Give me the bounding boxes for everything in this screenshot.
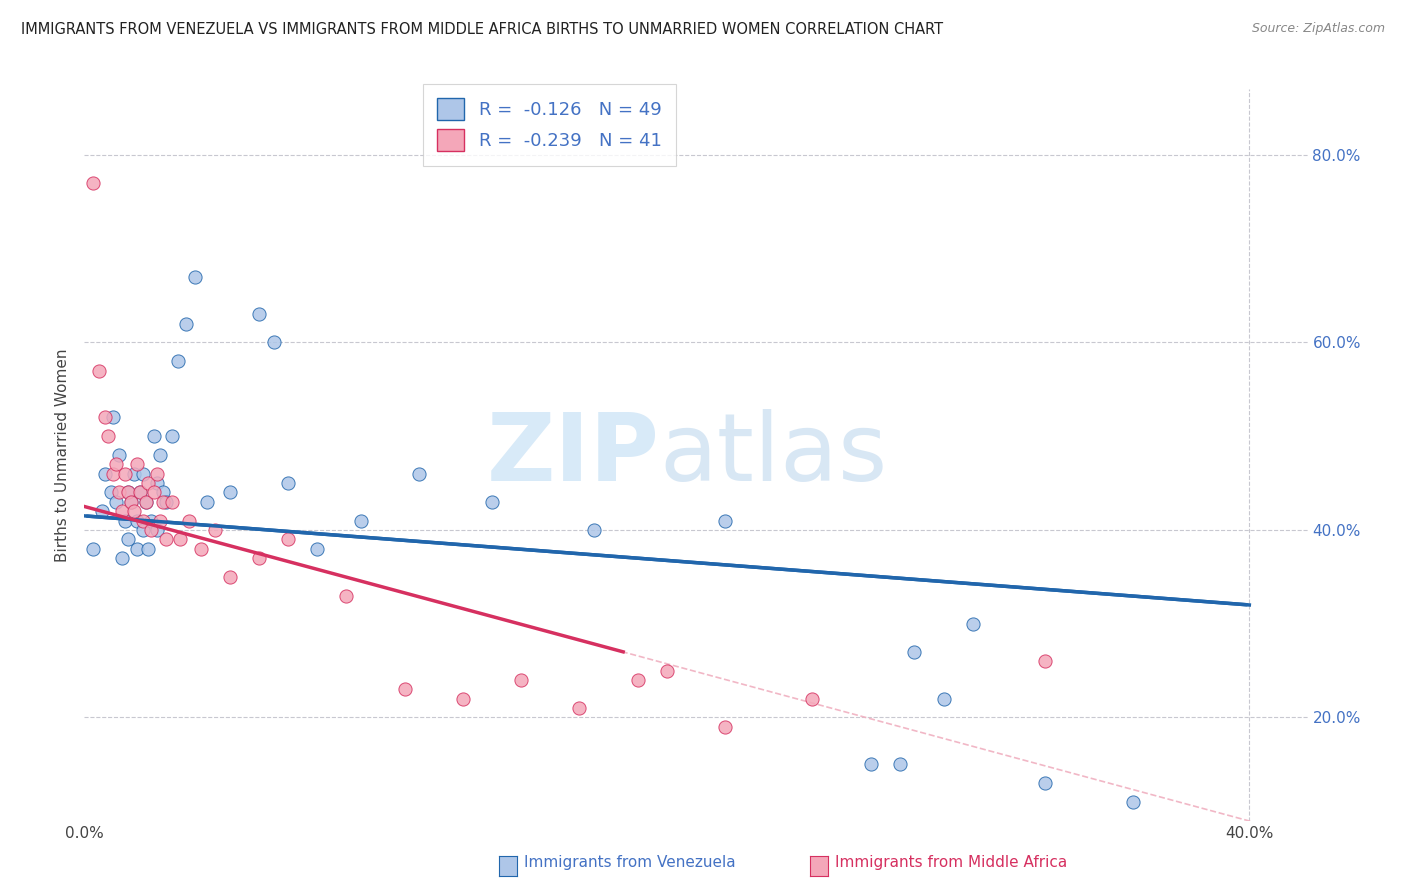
Point — [103, 467, 125, 481]
Point — [143, 429, 166, 443]
Text: Source: ZipAtlas.com: Source: ZipAtlas.com — [1251, 22, 1385, 36]
Point — [93, 410, 115, 425]
Point — [155, 533, 177, 547]
Point — [111, 551, 134, 566]
Point — [97, 429, 120, 443]
Point — [122, 504, 145, 518]
Point — [146, 476, 169, 491]
Point — [801, 691, 824, 706]
Point — [122, 467, 145, 481]
Point — [105, 458, 128, 472]
Point — [714, 514, 737, 528]
Point — [932, 691, 955, 706]
Point — [125, 514, 148, 528]
Point — [394, 682, 416, 697]
Point — [155, 495, 177, 509]
Point — [568, 701, 591, 715]
Point — [135, 495, 157, 509]
Point — [1035, 776, 1057, 790]
Point — [146, 523, 169, 537]
Point — [195, 495, 218, 509]
Point — [149, 514, 172, 528]
Point — [174, 317, 197, 331]
Point — [277, 476, 299, 491]
Point — [627, 673, 650, 687]
Text: Immigrants from Venezuela: Immigrants from Venezuela — [524, 855, 737, 870]
Point — [190, 541, 212, 556]
Point — [100, 485, 122, 500]
Point — [117, 485, 139, 500]
Point — [128, 485, 150, 500]
Point — [169, 533, 191, 547]
Point — [408, 467, 430, 481]
Point — [108, 485, 131, 500]
Point — [583, 523, 606, 537]
Y-axis label: Births to Unmarried Women: Births to Unmarried Women — [55, 348, 70, 562]
Point — [859, 757, 882, 772]
Point — [152, 495, 174, 509]
Point — [114, 514, 136, 528]
Point — [141, 523, 163, 537]
Text: ZIP: ZIP — [486, 409, 659, 501]
Point — [131, 523, 153, 537]
Point — [510, 673, 533, 687]
Point — [263, 335, 285, 350]
Point — [117, 533, 139, 547]
Point — [1122, 795, 1144, 809]
Point — [247, 551, 270, 566]
Point — [108, 448, 131, 462]
Point — [82, 541, 104, 556]
Point — [184, 269, 207, 284]
Point — [335, 589, 357, 603]
Point — [889, 757, 911, 772]
Point — [131, 514, 153, 528]
Point — [114, 467, 136, 481]
Point — [117, 485, 139, 500]
Point — [1035, 654, 1057, 668]
Point — [219, 570, 242, 584]
Point — [451, 691, 474, 706]
Point — [204, 523, 226, 537]
Text: IMMIGRANTS FROM VENEZUELA VS IMMIGRANTS FROM MIDDLE AFRICA BIRTHS TO UNMARRIED W: IMMIGRANTS FROM VENEZUELA VS IMMIGRANTS … — [21, 22, 943, 37]
Point — [179, 514, 201, 528]
Point — [135, 495, 157, 509]
Point — [160, 495, 183, 509]
Point — [138, 541, 160, 556]
Point — [149, 448, 172, 462]
Point — [120, 495, 142, 509]
Point — [141, 514, 163, 528]
Point — [655, 664, 678, 678]
Point — [152, 485, 174, 500]
Point — [128, 485, 150, 500]
Point — [350, 514, 373, 528]
Point — [87, 363, 110, 377]
Point — [143, 485, 166, 500]
Point — [125, 458, 148, 472]
Point — [166, 354, 188, 368]
Point — [481, 495, 503, 509]
Text: Immigrants from Middle Africa: Immigrants from Middle Africa — [835, 855, 1067, 870]
Point — [105, 495, 128, 509]
Point — [90, 504, 112, 518]
Point — [962, 616, 984, 631]
Point — [82, 176, 104, 190]
Point — [131, 467, 153, 481]
Text: atlas: atlas — [659, 409, 887, 501]
Point — [111, 504, 134, 518]
Point — [903, 645, 925, 659]
Point — [307, 541, 329, 556]
Point — [714, 720, 737, 734]
Legend: R =  -0.126   N = 49, R =  -0.239   N = 41: R = -0.126 N = 49, R = -0.239 N = 41 — [423, 84, 676, 166]
Point — [120, 495, 142, 509]
Point — [93, 467, 115, 481]
Point — [219, 485, 242, 500]
Point — [160, 429, 183, 443]
Point — [146, 467, 169, 481]
Point — [138, 476, 160, 491]
Point — [277, 533, 299, 547]
Point — [103, 410, 125, 425]
Point — [125, 541, 148, 556]
Point — [247, 307, 270, 321]
